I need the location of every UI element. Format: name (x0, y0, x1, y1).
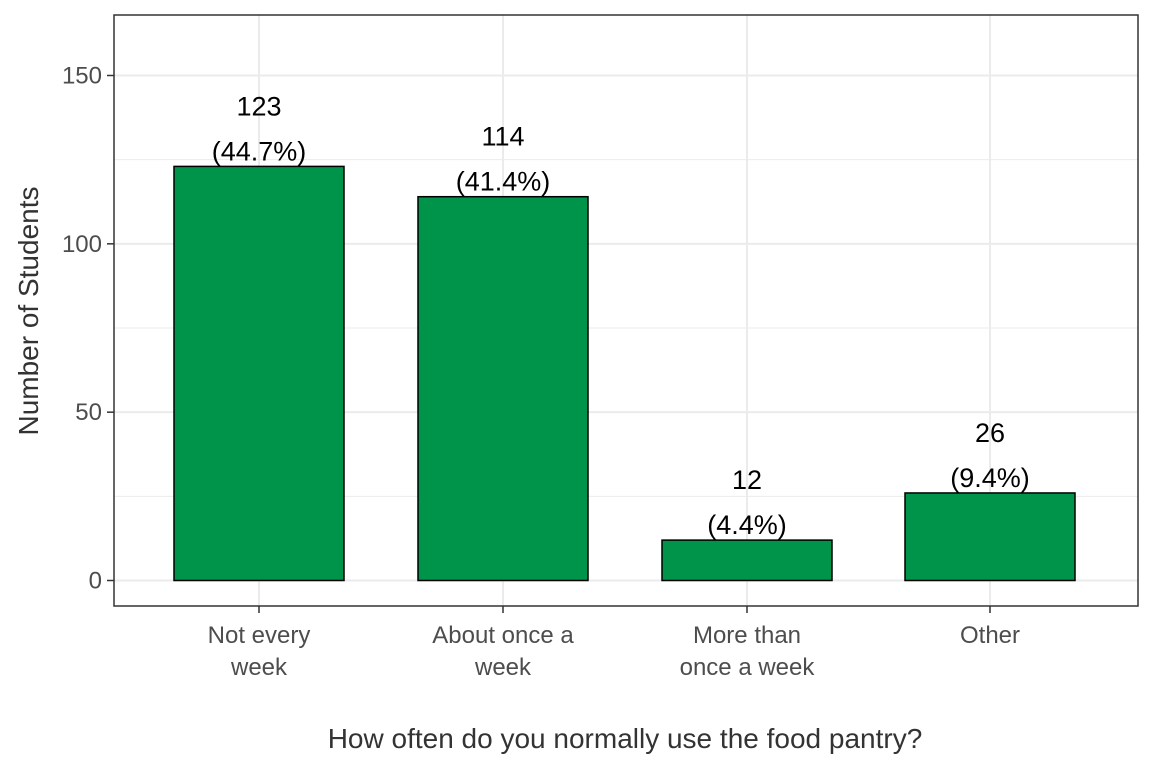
bar (417, 195, 589, 582)
x-tick-label: Not every (208, 622, 311, 649)
data-label-count: 26 (975, 418, 1005, 448)
data-label-percent: (41.4%) (456, 167, 551, 197)
y-tick-label: 100 (62, 231, 102, 258)
y-axis-title: Number of Students (13, 186, 44, 435)
y-tick-label: 150 (62, 63, 102, 90)
data-label-percent: (4.4%) (707, 510, 787, 540)
bar (904, 492, 1076, 582)
data-label-count: 12 (732, 465, 762, 495)
bar (173, 165, 345, 582)
data-label-percent: (44.7%) (212, 136, 307, 166)
x-tick-label: week (474, 654, 532, 681)
x-tick-label: More than (693, 622, 801, 649)
x-axis: Not every week About once a week More than on… (208, 606, 1020, 681)
x-tick-label: About once a (432, 622, 574, 649)
panel-border (113, 14, 1139, 607)
bars (173, 165, 1076, 582)
x-tick-label: week (230, 654, 288, 681)
x-tick-label: once a week (680, 654, 816, 681)
y-tick-label: 0 (89, 568, 102, 595)
bar (661, 539, 833, 582)
x-axis-title: How often do you normally use the food p… (328, 723, 923, 754)
data-label-count: 114 (481, 122, 524, 152)
x-tick-label: Other (960, 622, 1020, 649)
data-labels: 123 (44.7%) 114 (41.4%) 12 (4.4%) 26 (9.4%) (212, 91, 1030, 540)
y-tick-label: 50 (75, 399, 102, 426)
data-label-percent: (9.4%) (950, 463, 1030, 493)
y-axis: 0 50 100 150 (62, 63, 114, 595)
data-label-count: 123 (236, 91, 281, 121)
